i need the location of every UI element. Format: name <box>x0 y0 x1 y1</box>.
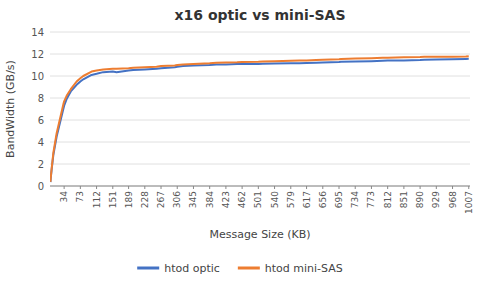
x-tick <box>193 186 194 189</box>
x-axis-label: Message Size (KB) <box>209 228 310 241</box>
series-line <box>50 56 468 182</box>
x-tick <box>144 186 145 189</box>
x-tick <box>112 186 113 189</box>
x-tick <box>371 186 372 189</box>
x-tick <box>177 186 178 189</box>
x-tick <box>96 186 97 189</box>
x-tick <box>209 186 210 189</box>
x-tick-label: 151 <box>108 191 118 208</box>
y-tick-label: 10 <box>31 71 44 82</box>
chart: x16 optic vs mini-SAS 0 2 4 6 8 10 12 14 34 73 112 1… <box>0 0 480 288</box>
x-tick-label: 812 <box>383 191 393 208</box>
x-tick-label: 656 <box>318 191 328 208</box>
x-tick-label: 345 <box>188 191 198 208</box>
x-tick <box>161 186 162 189</box>
x-tick <box>80 186 81 189</box>
grid-line <box>50 164 470 165</box>
x-tick <box>452 186 453 189</box>
x-tick <box>64 186 65 189</box>
title: x16 optic vs mini-SAS <box>175 7 346 23</box>
x-tick-label: 267 <box>156 191 166 208</box>
x-tick-label: 540 <box>270 191 280 208</box>
x-tick-label: 384 <box>205 191 215 208</box>
x-tick-label: 306 <box>172 191 182 208</box>
x-tick-label: 423 <box>221 191 231 208</box>
legend-label: htod mini-SAS <box>265 262 343 275</box>
grid-line <box>50 142 470 143</box>
x-tick-label: 617 <box>302 191 312 208</box>
x-tick-label: 968 <box>448 191 458 208</box>
x-tick-label: 579 <box>286 191 296 208</box>
x-tick-label: 462 <box>237 191 247 208</box>
legend-item: htod mini-SAS <box>238 262 343 275</box>
plot-lines <box>50 56 468 182</box>
x-tick-label: 112 <box>92 191 102 208</box>
x-tick-label: 929 <box>431 191 441 208</box>
y-tick-label: 8 <box>38 93 44 104</box>
x-tick-label: 34 <box>59 191 69 203</box>
x-tick <box>242 186 243 189</box>
grid-line <box>50 120 470 121</box>
x-tick <box>322 186 323 189</box>
x-tick-label: 228 <box>140 191 150 208</box>
legend-swatch <box>238 267 260 270</box>
grid-line <box>50 98 470 99</box>
y-axis-label: BandWidth (GB/s) <box>4 60 17 158</box>
x-tick <box>306 186 307 189</box>
y-tick-label: 0 <box>38 181 44 192</box>
x-tick <box>258 186 259 189</box>
x-tick <box>128 186 129 189</box>
x-tick <box>468 186 469 189</box>
grid-line <box>50 76 470 77</box>
grid-line <box>50 32 470 33</box>
series-line <box>50 59 468 182</box>
x-tick-label: 1007 <box>464 191 474 214</box>
x-tick <box>290 186 291 189</box>
y-tick-label: 14 <box>31 27 44 38</box>
x-tick <box>339 186 340 189</box>
legend: htod optic htod mini-SAS <box>137 262 343 275</box>
x-tick-label: 695 <box>334 191 344 208</box>
x-tick <box>355 186 356 189</box>
x-tick <box>420 186 421 189</box>
x-tick-label: 773 <box>366 191 376 208</box>
y-tick-label: 6 <box>38 115 44 126</box>
legend-swatch <box>137 267 159 270</box>
x-tick-label: 851 <box>399 191 409 208</box>
legend-label: htod optic <box>164 262 220 275</box>
x-tick <box>225 186 226 189</box>
x-tick <box>387 186 388 189</box>
x-tick <box>274 186 275 189</box>
y-tick-label: 4 <box>38 137 44 148</box>
y-tick-label: 2 <box>38 159 44 170</box>
y-tick-label: 12 <box>31 49 44 60</box>
x-tick <box>403 186 404 189</box>
x-tick-label: 890 <box>415 191 425 208</box>
grid-line <box>50 54 470 55</box>
x-tick-label: 189 <box>124 191 134 208</box>
x-tick-label: 734 <box>350 191 360 208</box>
x-tick <box>436 186 437 189</box>
legend-item: htod optic <box>137 262 220 275</box>
x-tick-label: 501 <box>253 191 263 208</box>
x-tick-label: 73 <box>75 191 85 202</box>
